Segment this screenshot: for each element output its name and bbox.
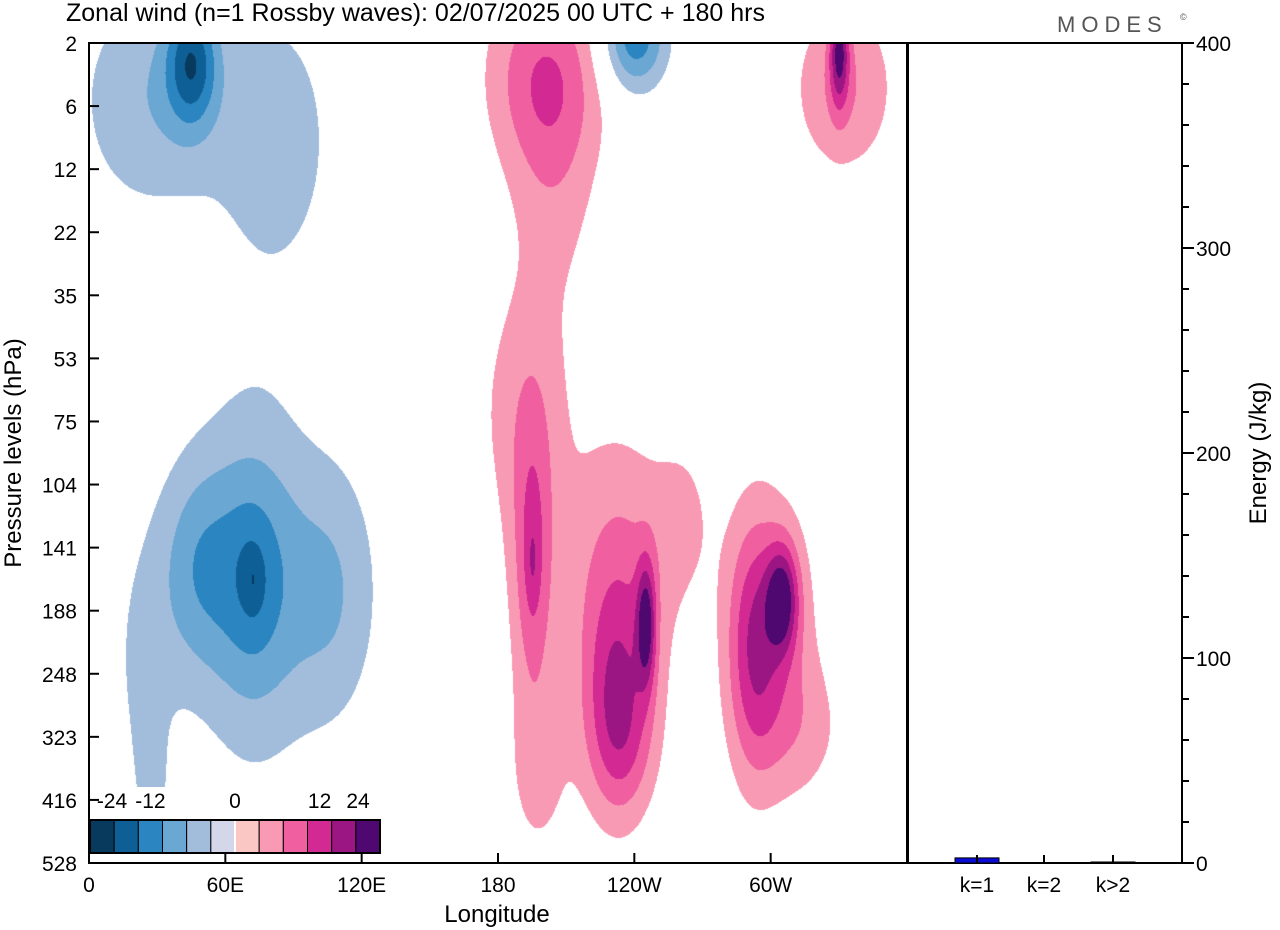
colorbar-label: 12 (308, 790, 331, 813)
colorbar-swatch (282, 819, 309, 854)
y-tick-label: 75 (54, 411, 77, 434)
modes-logo: MODES (1057, 12, 1168, 37)
y-tick-label: 188 (42, 601, 77, 624)
colorbar-zero-gap (234, 820, 236, 853)
energy-tick-label: 200 (1196, 443, 1231, 466)
chart-title: Zonal wind (n=1 Rossby waves): 02/07/202… (66, 0, 765, 27)
energy-tick-label: 300 (1196, 238, 1231, 261)
colorbar: -24 -12 0 12 24 (89, 787, 381, 854)
colorbar-label-backdrop (89, 787, 381, 821)
x-tick-label: 180 (480, 874, 515, 897)
colorbar-label: 0 (229, 790, 241, 813)
colorbar-swatch (186, 819, 212, 854)
colorbar-swatch (331, 819, 357, 854)
energy-tick-label: 100 (1196, 648, 1231, 671)
colorbar-swatch (162, 819, 188, 854)
y-tick-label: 528 (42, 853, 77, 876)
colorbar-label: -24 (97, 790, 128, 813)
x-tick-label: 0 (83, 874, 95, 897)
wind-heatmap (89, 43, 907, 863)
colorbar-swatch (234, 819, 260, 854)
energy-category-label: k=1 (960, 874, 994, 897)
colorbar-swatch (210, 819, 236, 854)
y-tick-label: 22 (54, 222, 77, 245)
x-tick-label: 60E (207, 874, 244, 897)
y-tick-label: 141 (42, 538, 77, 561)
y-tick-label: 6 (65, 96, 77, 119)
energy-bar-panel: 0 100 200 300 400 k=1 k=2 k>2 (907, 33, 1231, 897)
y-tick-label: 35 (54, 285, 77, 308)
energy-category-label: k>2 (1096, 874, 1130, 897)
colorbar-swatch (113, 819, 139, 854)
colorbar-swatch (89, 819, 115, 854)
x-tick-label: 60W (749, 874, 792, 897)
colorbar-label: -12 (135, 790, 165, 813)
wind-contour-field (89, 43, 907, 863)
y-tick-label: 323 (42, 727, 77, 750)
y-tick-label: 2 (65, 33, 77, 56)
energy-tick-label: 400 (1196, 33, 1231, 56)
colorbar-swatch (258, 819, 284, 854)
colorbar-swatch (355, 819, 381, 854)
x-tick-label: 120E (337, 874, 386, 897)
colorbar-swatch (137, 819, 163, 854)
colorbar-label: 24 (346, 790, 370, 813)
x-tick-label: 120W (607, 874, 662, 897)
main-axes: 0 60E 120E 180 120W 60W 2 6 12 22 35 53 75 104 141 188 2… (42, 33, 908, 897)
energy-category-label: k=2 (1027, 874, 1061, 897)
y-tick-label: 104 (42, 475, 77, 498)
logo-mark: © (1180, 12, 1187, 22)
energy-axis-label: Energy (J/kg) (1245, 382, 1272, 525)
y-tick-label: 248 (42, 664, 77, 687)
y-tick-label: 416 (42, 790, 77, 813)
y-tick-label: 12 (54, 159, 77, 182)
energy-tick-label: 0 (1196, 853, 1208, 876)
y-tick-label: 53 (54, 348, 77, 371)
y-axis-label: Pressure levels (hPa) (0, 338, 27, 567)
colorbar-swatch (307, 819, 333, 854)
x-axis-label: Longitude (444, 901, 549, 928)
